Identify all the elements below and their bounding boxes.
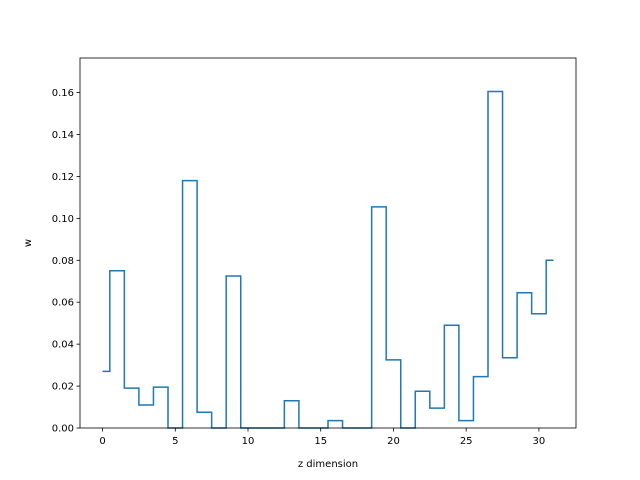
y-tick-label: 0.06 bbox=[52, 298, 74, 309]
y-tick-label: 0.12 bbox=[52, 172, 74, 183]
y-tick-label: 0.00 bbox=[52, 424, 74, 435]
y-tick-label: 0.08 bbox=[52, 256, 74, 267]
y-axis-label: w bbox=[23, 239, 34, 247]
y-tick-label: 0.04 bbox=[52, 340, 74, 351]
plot-frame bbox=[79, 57, 577, 429]
plot-background bbox=[80, 58, 576, 428]
y-tick-label: 0.10 bbox=[52, 214, 74, 225]
x-axis-label: z dimension bbox=[298, 459, 358, 470]
y-tick-label: 0.16 bbox=[52, 88, 74, 99]
y-axis: 0.00 0.02 0.04 0.06 0.08 0.10 0.12 0.14 0.16 bbox=[52, 88, 80, 435]
y-tick-label: 0.02 bbox=[52, 382, 74, 393]
y-tick-label: 0.14 bbox=[52, 130, 74, 141]
x-tick-label: 30 bbox=[533, 436, 546, 447]
x-tick-label: 20 bbox=[387, 436, 400, 447]
x-tick-label: 25 bbox=[460, 436, 473, 447]
x-tick-label: 15 bbox=[314, 436, 327, 447]
plot-area bbox=[79, 57, 577, 429]
x-tick-label: 0 bbox=[99, 436, 105, 447]
x-tick-label: 10 bbox=[242, 436, 255, 447]
series-step-line bbox=[102, 90, 554, 429]
x-axis: 0 5 10 15 20 25 30 bbox=[99, 428, 545, 447]
x-tick-label: 5 bbox=[172, 436, 178, 447]
